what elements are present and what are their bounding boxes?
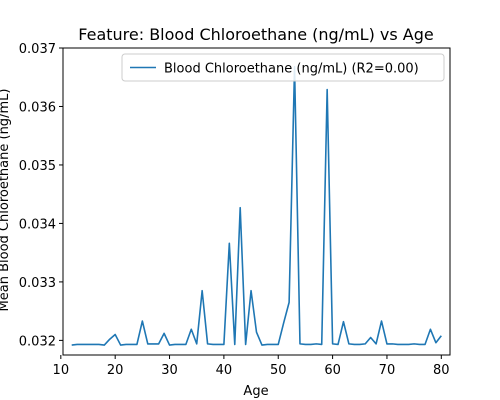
x-tick-label: 70	[379, 363, 396, 378]
x-tick-label: 30	[161, 363, 178, 378]
plot-area	[62, 47, 451, 356]
x-tick-label: 60	[324, 363, 341, 378]
plot-frame	[62, 47, 451, 356]
y-tick-label: 0.033	[19, 276, 56, 291]
y-axis-label: Mean Blood Chloroethane (ng/mL)	[0, 89, 12, 312]
x-axis-label: Age	[243, 384, 268, 399]
x-tick-label: 80	[433, 363, 450, 378]
series-line-0	[71, 65, 442, 346]
chart-title: Feature: Blood Chloroethane (ng/mL) vs A…	[78, 25, 433, 44]
y-tick-label: 0.035	[19, 159, 56, 174]
x-tick-label: 20	[107, 363, 124, 378]
y-tick-label: 0.034	[19, 217, 56, 232]
x-tick-label: 50	[270, 363, 287, 378]
x-tick-label: 10	[53, 363, 70, 378]
legend-entry: Blood Chloroethane (ng/mL) (R2=0.00)	[164, 62, 419, 77]
y-tick-label: 0.032	[19, 334, 56, 349]
legend-box	[121, 53, 445, 82]
axis-ticks: 10 20 30 40 50 60 70 80 0.032 0.033 0.034 0.035 0.03…	[19, 42, 450, 378]
x-tick-label: 40	[216, 363, 233, 378]
y-tick-label: 0.037	[19, 42, 56, 57]
legend: Blood Chloroethane (ng/mL) (R2=0.00)	[121, 53, 445, 82]
y-tick-label: 0.036	[19, 100, 56, 115]
